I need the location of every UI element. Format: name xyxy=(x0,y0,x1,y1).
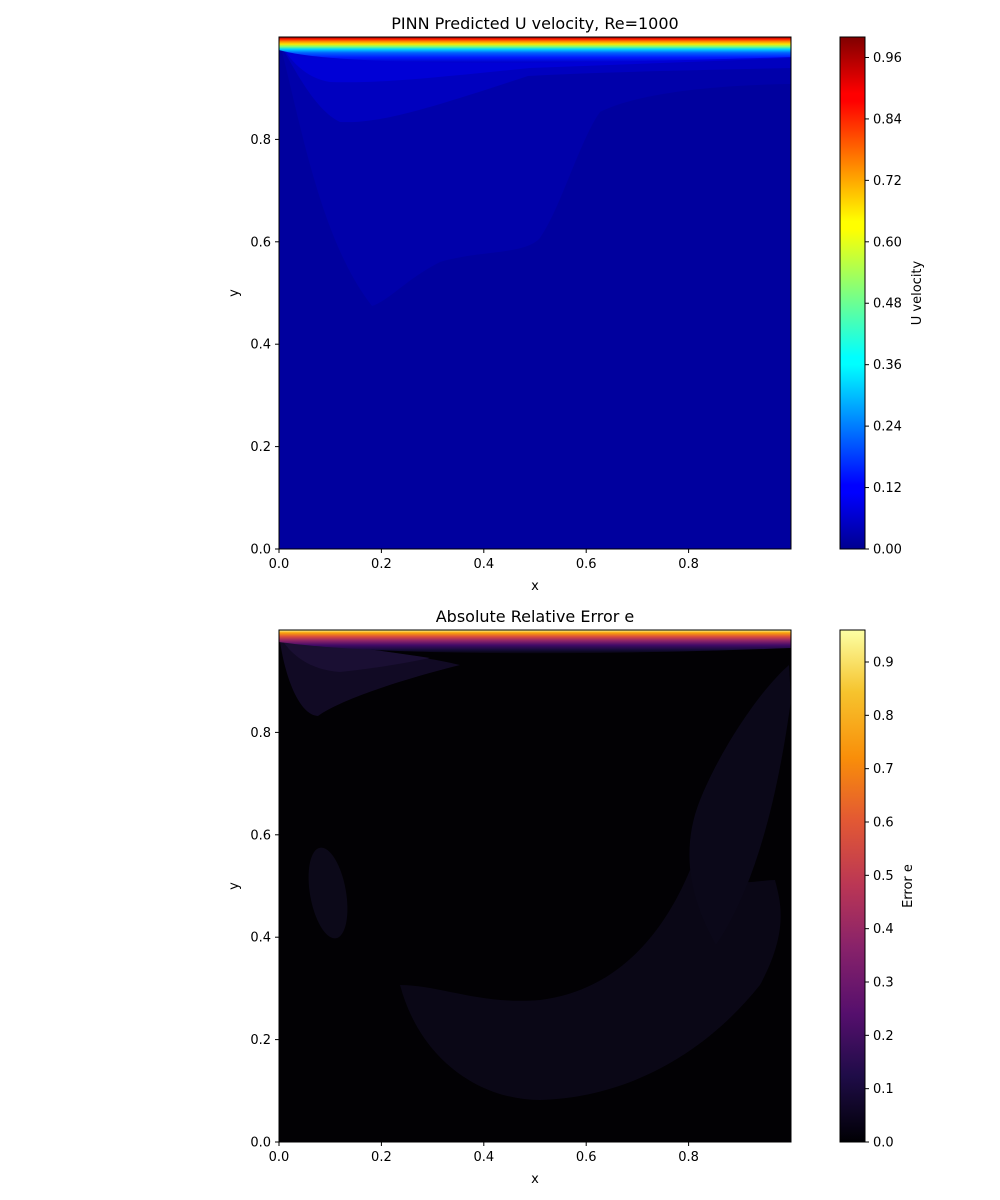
error-region-arc xyxy=(400,870,781,1100)
y-tick-label: 0.0 xyxy=(250,543,271,558)
y-tick-label: 0.2 xyxy=(250,440,271,455)
x-tick-label: 0.2 xyxy=(371,1150,392,1165)
colorbar-tick-label: 0.24 xyxy=(873,420,902,435)
x-tick-label: 0.0 xyxy=(269,557,290,572)
colorbar-tick-label: 0.7 xyxy=(873,762,894,777)
y-axis-label: y xyxy=(227,882,242,890)
y-tick-label: 0.8 xyxy=(250,726,271,741)
y-tick-label: 0.4 xyxy=(250,931,271,946)
colorbar-label: Error e xyxy=(901,864,916,908)
colorbar-ticks: 0.0 0.1 0.2 0.3 0.4 0.5 0.6 0.7 0.8 0.9 xyxy=(865,656,894,1151)
colorbar-tick-label: 0.3 xyxy=(873,976,894,991)
x-axis-label: x xyxy=(531,579,539,594)
plot-frame xyxy=(278,629,792,1143)
colorbar-label: U velocity xyxy=(910,260,925,325)
x-tick-label: 0.8 xyxy=(678,557,699,572)
error-plot: Absolute Relative Error e 0.0 0.2 0.4 0.6 0.… xyxy=(227,607,916,1187)
y-tick-label: 0.0 xyxy=(250,1136,271,1151)
y-tick-label: 0.6 xyxy=(250,828,271,843)
x-axis: 0.0 0.2 0.4 0.6 0.8 xyxy=(269,549,699,572)
colorbar-tick-label: 0.1 xyxy=(873,1082,894,1097)
x-axis: 0.0 0.2 0.4 0.6 0.8 xyxy=(269,1142,699,1165)
plot-title: Absolute Relative Error e xyxy=(436,607,635,626)
plot-title: PINN Predicted U velocity, Re=1000 xyxy=(391,14,678,33)
colorbar-tick-label: 0.5 xyxy=(873,869,894,884)
colorbar-ticks: 0.00 0.12 0.24 0.36 0.48 0.60 0.72 0.84 0.96 xyxy=(865,51,902,558)
colorbar-tick-label: 0.0 xyxy=(873,1136,894,1151)
u-velocity-field xyxy=(279,37,791,549)
x-tick-label: 0.6 xyxy=(576,557,597,572)
x-tick-label: 0.4 xyxy=(473,557,494,572)
x-tick-label: 0.4 xyxy=(473,1150,494,1165)
colorbar-tick-label: 0.60 xyxy=(873,235,902,250)
colorbar-tick-label: 0.96 xyxy=(873,51,902,66)
colorbar-gradient xyxy=(839,629,866,1143)
colorbar: 0.0 0.1 0.2 0.3 0.4 0.5 0.6 0.7 0.8 0.9 Error e xyxy=(839,629,916,1151)
y-tick-label: 0.6 xyxy=(250,235,271,250)
x-tick-label: 0.8 xyxy=(678,1150,699,1165)
colorbar: 0.00 0.12 0.24 0.36 0.48 0.60 0.72 0.84 0.96 U v… xyxy=(839,36,925,558)
error-region-left xyxy=(308,847,348,939)
y-tick-label: 0.2 xyxy=(250,1033,271,1048)
lid-band xyxy=(279,37,791,63)
colorbar-tick-label: 0.72 xyxy=(873,174,902,189)
x-axis-label: x xyxy=(531,1172,539,1187)
colorbar-gradient xyxy=(839,36,866,550)
colorbar-tick-label: 0.36 xyxy=(873,358,902,373)
colorbar-tick-label: 0.8 xyxy=(873,709,894,724)
y-axis: 0.0 0.2 0.4 0.6 0.8 xyxy=(250,133,279,558)
x-tick-label: 0.0 xyxy=(269,1150,290,1165)
error-field xyxy=(279,630,791,1142)
colorbar-tick-label: 0.00 xyxy=(873,543,902,558)
colorbar-tick-label: 0.2 xyxy=(873,1029,894,1044)
colorbar-tick-label: 0.9 xyxy=(873,656,894,671)
error-region-right xyxy=(689,665,791,945)
colorbar-tick-label: 0.12 xyxy=(873,481,902,496)
colorbar-tick-label: 0.48 xyxy=(873,297,902,312)
x-tick-label: 0.6 xyxy=(576,1150,597,1165)
u-velocity-plot: PINN Predicted U velocity, Re=1000 0.0 0.… xyxy=(227,14,925,594)
x-tick-label: 0.2 xyxy=(371,557,392,572)
plot-frame xyxy=(278,36,792,550)
y-tick-label: 0.4 xyxy=(250,338,271,353)
lid-band xyxy=(279,630,791,654)
y-axis: 0.0 0.2 0.4 0.6 0.8 xyxy=(250,726,279,1151)
y-tick-label: 0.8 xyxy=(250,133,271,148)
colorbar-tick-label: 0.4 xyxy=(873,922,894,937)
colorbar-tick-label: 0.6 xyxy=(873,816,894,831)
colorbar-tick-label: 0.84 xyxy=(873,112,902,127)
y-axis-label: y xyxy=(227,289,242,297)
